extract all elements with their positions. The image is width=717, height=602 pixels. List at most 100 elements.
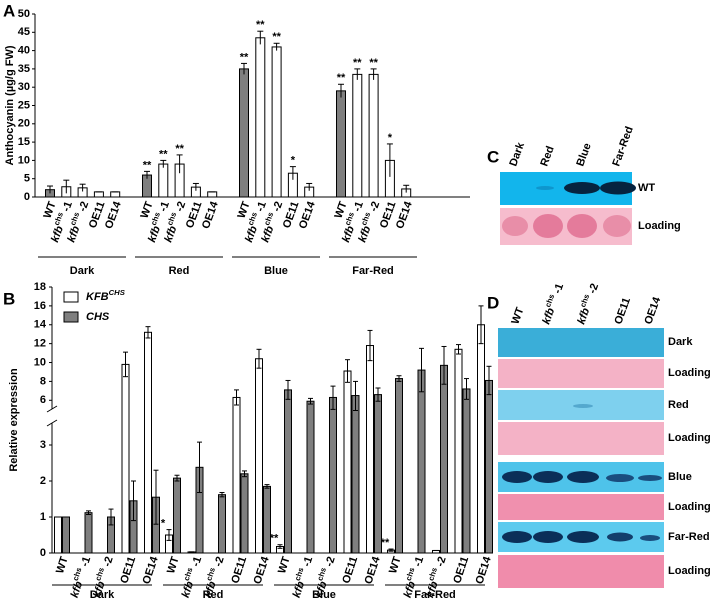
label-part: Red [538, 144, 556, 168]
bar [477, 324, 485, 554]
significance-label: ** [175, 143, 184, 155]
label-part: kfb [291, 580, 308, 600]
category-label: kfbchs -2 [159, 199, 188, 244]
label-part: OE11 [118, 555, 138, 585]
category-label: kfbchs -1 [46, 199, 75, 244]
bar [255, 37, 266, 198]
row-label: Loading [668, 565, 711, 577]
y-axis-title: Relative expression [8, 368, 20, 472]
row-label: Blue [668, 471, 692, 483]
category-label: KFBCHS [86, 288, 126, 303]
label-part: chs [204, 566, 217, 581]
y-tick-label: 18 [34, 281, 46, 293]
bar [255, 358, 263, 554]
label-part: WT [165, 555, 182, 575]
label-part: chs [342, 211, 355, 227]
group-label: Dark [90, 589, 115, 601]
group-label: Blue [264, 265, 288, 277]
label-part: -2 [211, 555, 226, 571]
bar [173, 477, 181, 554]
category-label: OE11 [118, 555, 138, 585]
category-label: WT [138, 200, 155, 220]
row-label: Loading [668, 432, 711, 444]
category-label: Blue [574, 142, 593, 169]
category-label: kfbchs -1 [143, 199, 172, 244]
significance-label: ** [240, 51, 249, 63]
category-label: OE14 [252, 554, 272, 585]
label-part: -2 [585, 282, 601, 298]
category-label: kfbchs -2 [572, 281, 601, 326]
bar [329, 396, 337, 554]
category-label: Red [538, 144, 556, 168]
axis-break [46, 405, 58, 413]
y-tick-label: 8 [40, 375, 46, 387]
category-label: OE14 [642, 295, 663, 326]
label-part: WT [387, 555, 404, 575]
category-label: kfbchs -1 [537, 281, 566, 326]
label-part: kfb [65, 224, 82, 244]
category-label: OE14 [474, 554, 494, 585]
label-part: -1 [411, 555, 426, 571]
category-label: WT [41, 200, 58, 220]
bar [240, 473, 249, 554]
row-label: Loading [638, 220, 681, 232]
bar [462, 388, 471, 554]
y-tick-label: 0 [40, 547, 46, 559]
significance-label: ** [272, 31, 281, 43]
y-tick-label: 35 [18, 63, 30, 75]
significance-label: ** [159, 148, 168, 160]
category-label: WT [387, 555, 404, 575]
significance-label: ** [143, 159, 152, 171]
label-part: kfb [340, 224, 357, 244]
bar [440, 364, 448, 554]
label-part: WT [41, 200, 58, 220]
bar [417, 369, 426, 554]
bar [336, 90, 346, 198]
label-part: chs [315, 566, 328, 581]
category-label: OE11 [451, 555, 471, 585]
label-part: -1 [78, 555, 93, 571]
bar [144, 331, 152, 554]
label-part: kfb [162, 224, 179, 244]
y-tick-label: 45 [18, 26, 30, 38]
y-tick-label: 20 [18, 118, 30, 130]
label-part: WT [138, 200, 155, 220]
legend-swatch [63, 291, 79, 303]
category-label: OE11 [340, 555, 360, 585]
y-tick-label: 40 [18, 45, 30, 57]
label-part: chs [292, 566, 305, 581]
bar [368, 73, 379, 198]
label-part: chs [245, 211, 258, 227]
bar [374, 394, 382, 554]
bar [158, 163, 169, 198]
category-label: kfbchs -1 [337, 199, 366, 244]
y-tick-label: 0 [24, 191, 30, 203]
bar [306, 400, 315, 554]
label-part: -2 [269, 200, 285, 216]
category-label: kfbchs -2 [353, 199, 382, 244]
label-part: kfb [243, 224, 260, 244]
label-part: chs [70, 566, 83, 581]
category-label: OE11 [229, 555, 249, 585]
label-part: chs [181, 566, 194, 581]
category-label: OE14 [141, 554, 161, 585]
label-part: OE11 [612, 296, 633, 326]
y-tick-label: 10 [18, 154, 30, 166]
label-part: -1 [253, 200, 269, 216]
label-part: -1 [550, 282, 566, 298]
category-label: WT [54, 555, 71, 575]
significance-label: ** [337, 72, 346, 84]
label-part: -1 [189, 555, 204, 571]
label-part: Dark [507, 140, 527, 168]
y-tick-label: 1 [40, 511, 46, 523]
significance-label: * [388, 132, 393, 144]
label-part: -2 [172, 200, 188, 216]
group-label: Blue [312, 589, 336, 601]
label-part: OE14 [363, 554, 383, 585]
label-part: Blue [574, 142, 593, 169]
row-label: Far-Red [668, 531, 710, 543]
label-part: kfb [356, 224, 373, 244]
category-label: WT [509, 306, 526, 326]
category-label: kfbchs -1 [240, 199, 269, 244]
group-label: Far-Red [352, 265, 394, 277]
